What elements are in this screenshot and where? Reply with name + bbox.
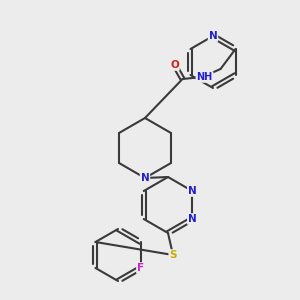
Text: N: N — [188, 186, 197, 196]
Text: S: S — [169, 250, 177, 260]
Text: F: F — [137, 263, 144, 273]
Text: N: N — [141, 173, 149, 183]
Text: O: O — [170, 60, 179, 70]
Text: N: N — [208, 31, 217, 41]
Text: NH: NH — [196, 72, 213, 82]
Text: N: N — [188, 214, 197, 224]
